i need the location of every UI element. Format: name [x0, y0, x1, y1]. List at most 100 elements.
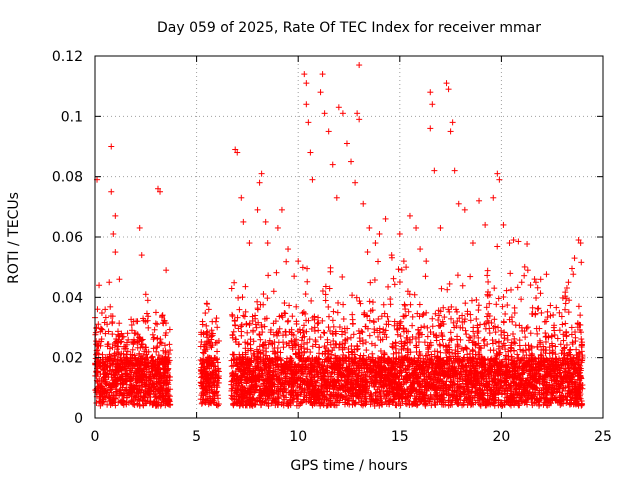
data-point — [578, 336, 585, 343]
data-point — [553, 304, 560, 311]
data-point — [535, 305, 542, 312]
data-point — [236, 306, 243, 313]
data-point — [368, 340, 375, 347]
data-point — [304, 265, 311, 272]
data-point — [400, 325, 407, 332]
data-point — [493, 301, 500, 308]
data-point — [261, 323, 268, 330]
data-point — [459, 312, 466, 319]
data-point — [537, 290, 544, 297]
data-point — [567, 346, 574, 353]
data-point — [544, 308, 551, 315]
data-point — [214, 348, 221, 355]
data-point — [422, 273, 429, 280]
data-point — [231, 279, 238, 286]
data-point — [502, 310, 509, 317]
data-point — [560, 337, 567, 344]
data-point — [438, 285, 445, 292]
data-point — [402, 306, 409, 313]
data-point — [569, 265, 576, 272]
data-point — [433, 337, 440, 344]
data-point — [230, 328, 237, 335]
data-point — [202, 310, 209, 317]
data-point — [321, 330, 328, 337]
data-point — [573, 346, 580, 353]
data-point — [467, 311, 474, 318]
data-point — [364, 249, 371, 256]
data-point — [314, 320, 321, 327]
data-point — [429, 323, 436, 330]
data-point — [316, 344, 323, 351]
data-point — [325, 324, 332, 331]
data-point — [547, 302, 554, 309]
gridlines — [95, 56, 603, 418]
data-point — [385, 283, 392, 290]
data-points — [92, 62, 586, 409]
data-point — [116, 320, 123, 327]
data-point — [378, 313, 385, 320]
data-point — [467, 317, 474, 324]
data-point — [491, 285, 498, 292]
data-point — [533, 294, 540, 301]
data-point — [302, 291, 309, 298]
data-point — [454, 333, 461, 340]
data-point — [395, 266, 402, 273]
data-point — [325, 303, 332, 310]
data-point — [124, 330, 131, 337]
data-point — [161, 342, 168, 349]
data-point — [327, 264, 334, 271]
data-point — [484, 313, 491, 320]
data-point — [509, 330, 516, 337]
data-point — [407, 301, 414, 308]
data-point — [522, 334, 529, 341]
data-point — [473, 296, 480, 303]
data-point — [369, 350, 376, 357]
data-point — [491, 316, 498, 323]
data-point — [454, 341, 461, 348]
data-point — [367, 279, 374, 286]
data-point — [366, 317, 373, 324]
data-point — [299, 310, 306, 317]
data-point — [485, 278, 492, 285]
data-point — [98, 309, 105, 316]
data-point — [416, 301, 423, 308]
data-point — [372, 342, 379, 349]
data-point — [424, 324, 431, 331]
data-point — [259, 342, 266, 349]
data-point — [283, 258, 290, 265]
data-point — [550, 311, 557, 318]
data-point — [317, 334, 324, 341]
data-point — [203, 322, 210, 329]
data-point — [527, 330, 534, 337]
data-point — [350, 331, 357, 338]
data-point — [552, 343, 559, 350]
data-point — [403, 264, 410, 271]
data-point — [274, 332, 281, 339]
data-point — [422, 401, 429, 408]
data-point — [554, 335, 561, 342]
data-point — [145, 313, 152, 320]
data-point — [136, 350, 143, 357]
data-point — [319, 288, 326, 295]
data-point — [409, 322, 416, 329]
data-point — [110, 352, 117, 359]
data-point — [322, 291, 329, 298]
data-point — [363, 347, 370, 354]
data-point — [95, 321, 102, 328]
data-point — [157, 336, 164, 343]
data-point — [534, 343, 541, 350]
data-point — [578, 259, 585, 266]
data-point — [242, 283, 249, 290]
data-point — [454, 272, 461, 279]
data-point — [320, 329, 327, 336]
data-point — [387, 296, 394, 303]
data-point — [212, 318, 219, 325]
data-point — [494, 243, 501, 250]
data-point — [467, 273, 474, 280]
data-point — [459, 282, 466, 289]
data-point — [556, 327, 563, 334]
data-point — [152, 320, 159, 327]
data-point — [264, 295, 271, 302]
data-point — [463, 331, 470, 338]
data-point — [444, 286, 451, 293]
